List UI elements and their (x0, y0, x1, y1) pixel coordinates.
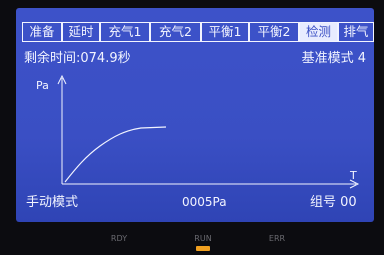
page: 准备延时充气1充气2平衡1平衡2检测排气 剩余时间:074.9秒 基准模式 4 … (0, 0, 384, 255)
x-axis-label: T (350, 170, 357, 181)
footer-pressure: 0005Pa (182, 196, 227, 208)
footer-group: 组号 00 (310, 196, 357, 209)
footer-mode: 手动模式 (26, 196, 78, 209)
led-label: ERR (262, 234, 292, 243)
pressure-curve (65, 127, 166, 182)
led-label: RUN (188, 234, 218, 243)
led-label: RDY (104, 234, 134, 243)
run-led (196, 246, 210, 251)
y-axis-label: Pa (36, 80, 49, 91)
graph (16, 8, 374, 222)
